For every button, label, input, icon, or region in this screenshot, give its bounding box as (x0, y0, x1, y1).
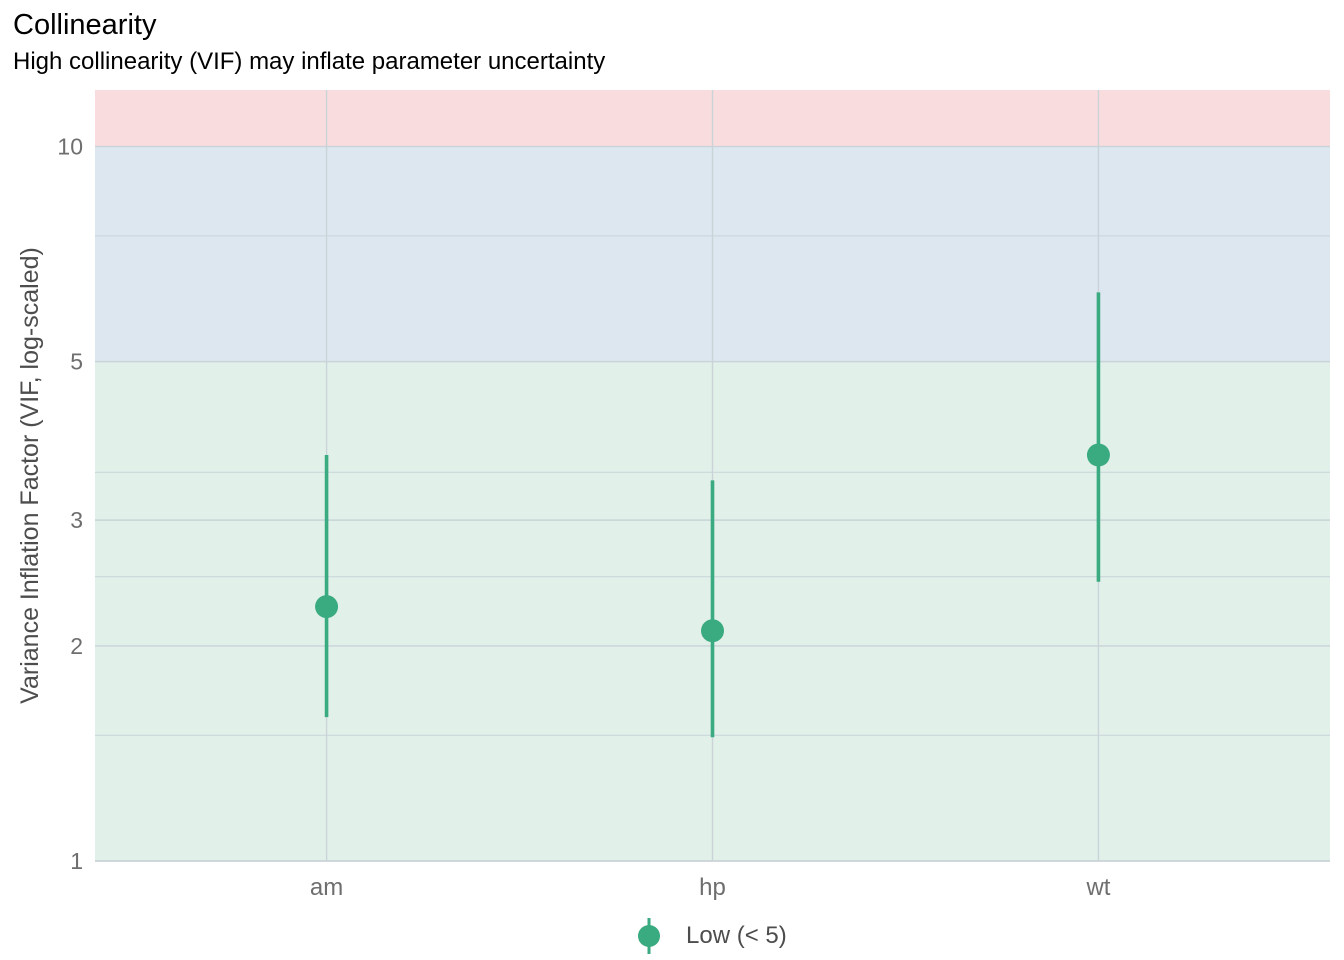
y-tick-label: 3 (70, 507, 83, 533)
point-am (315, 595, 339, 619)
y-tick-labels: 1 2 3 5 10 (57, 134, 83, 874)
legend-label: Low (< 5) (686, 922, 787, 949)
y-tick-label: 5 (70, 349, 83, 375)
legend-key-point (638, 925, 660, 947)
point-hp (701, 619, 724, 643)
y-tick-label: 10 (57, 134, 83, 160)
chart-subtitle: High collinearity (VIF) may inflate para… (13, 48, 606, 75)
y-tick-label: 1 (70, 848, 83, 874)
legend: Low (< 5) (0, 916, 1344, 960)
chart-title: Collinearity (13, 9, 157, 41)
y-tick-label: 2 (70, 633, 83, 659)
data-marks (315, 292, 1110, 738)
x-tick-label-wt: wt (1085, 874, 1110, 901)
point-wt (1086, 443, 1110, 467)
y-axis-label: Variance Inflation Factor (VIF, log-scal… (16, 247, 44, 704)
x-tick-label-hp: hp (699, 874, 726, 901)
x-tick-labels: am hp wt (310, 874, 1111, 901)
x-tick-label-am: am (310, 874, 343, 901)
legend-key (638, 918, 660, 954)
